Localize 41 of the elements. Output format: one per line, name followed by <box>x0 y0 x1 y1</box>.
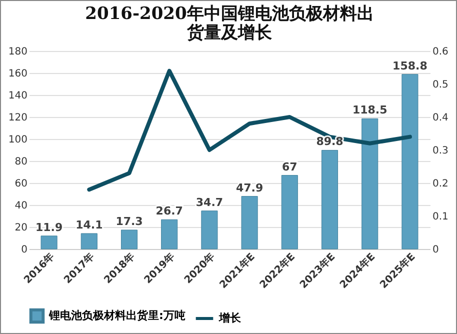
y-tick-label: 40 <box>14 200 28 212</box>
chart-title: 2016-2020年中国锂电池负极材料出货量及增长 <box>85 4 374 43</box>
bar <box>120 230 138 250</box>
y-tick-label: 160 <box>8 68 28 80</box>
data-label: 14.1 <box>76 218 103 232</box>
data-label: 89.8 <box>316 135 344 148</box>
line-series <box>87 68 412 192</box>
data-label: 26.7 <box>156 204 183 218</box>
y-tick-label: 120 <box>8 112 28 124</box>
data-label: 47.9 <box>236 181 264 194</box>
y-tick-label: 0 <box>21 244 28 256</box>
data-label: 34.7 <box>196 196 224 209</box>
bar <box>281 175 298 250</box>
data-label: 17.3 <box>116 214 143 228</box>
bar <box>362 118 378 250</box>
y2-tick-label: 0.5 <box>432 80 448 90</box>
y2-tick-label: 0.3 <box>432 146 448 156</box>
data-label: 158.8 <box>392 59 428 72</box>
y2-tick-label: 0.6 <box>432 46 448 58</box>
y-tick-label: 100 <box>8 134 28 146</box>
bar <box>40 236 58 250</box>
y2-tick-label: 0.4 <box>432 112 448 124</box>
bar <box>321 150 338 250</box>
y2-tick-label: 0 <box>432 244 439 256</box>
y2-tick-label: 0.1 <box>432 212 448 222</box>
y-tick-label: 80 <box>14 156 28 168</box>
bar <box>161 219 178 250</box>
y2-tick-label: 0.2 <box>432 178 448 190</box>
legend-label: 锂电池负极材料出货里:万吨 <box>48 309 186 322</box>
bar <box>241 196 258 250</box>
y-tick-label: 180 <box>8 46 28 58</box>
data-label: 11.9 <box>35 220 63 234</box>
bar <box>402 74 418 250</box>
bar <box>201 210 218 250</box>
data-label: 67 <box>282 160 298 174</box>
y-tick-label: 140 <box>8 90 28 102</box>
bar <box>80 233 98 250</box>
legend-label: 增长 <box>218 312 242 324</box>
y-tick-label: 20 <box>14 222 28 234</box>
data-label: 118.5 <box>352 104 388 117</box>
y-tick-label: 60 <box>14 178 28 190</box>
